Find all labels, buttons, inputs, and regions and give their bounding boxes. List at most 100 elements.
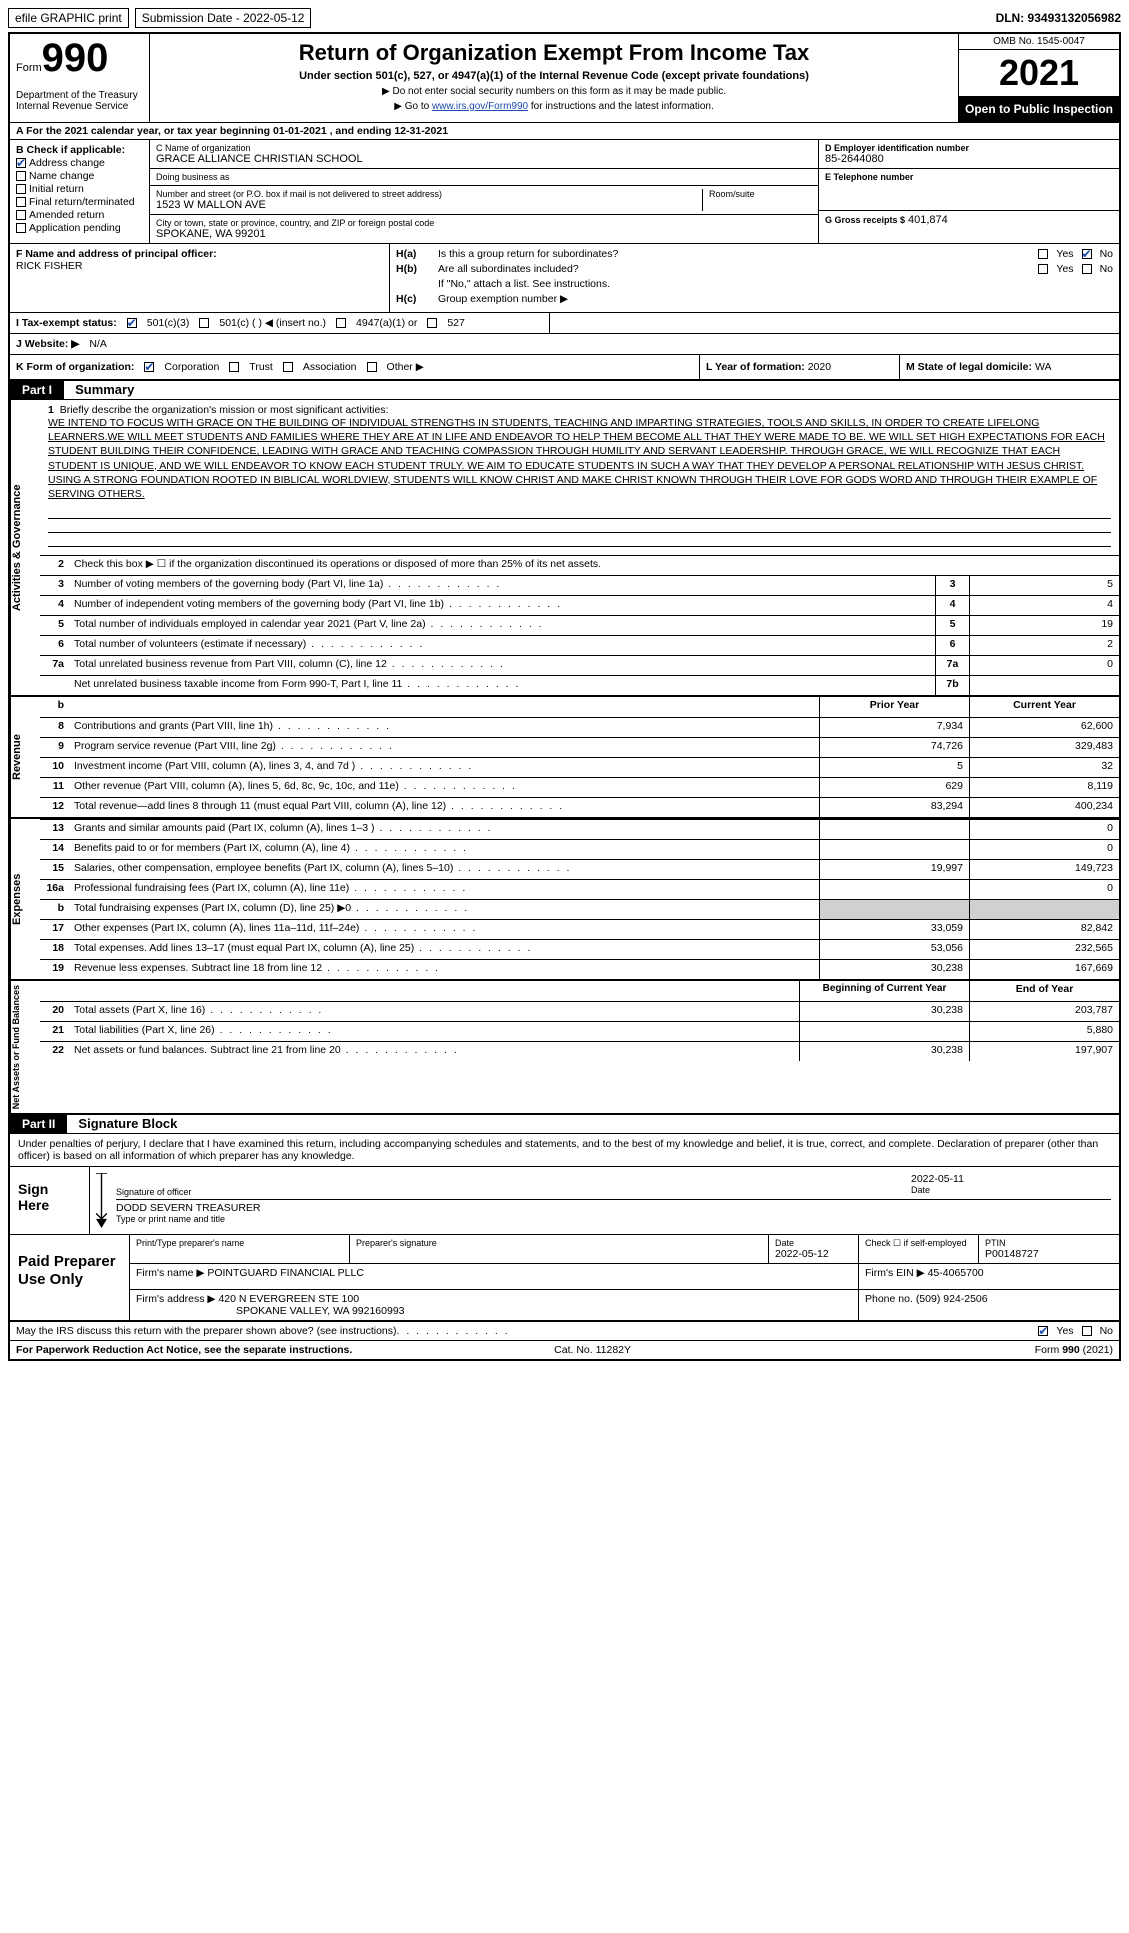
b-checkbox[interactable] (16, 197, 26, 207)
year-cell: OMB No. 1545-0047 2021 Open to Public In… (959, 34, 1119, 122)
line-num: b (40, 900, 70, 919)
k-corp-label: Corporation (164, 361, 219, 373)
city-value: SPOKANE, WA 99201 (156, 228, 812, 240)
h-a-no-checkbox[interactable] (1082, 249, 1092, 259)
form-number-cell: Form990 Department of the Treasury Inter… (10, 34, 150, 122)
part1-header-row: Part I Summary (10, 381, 1119, 400)
l-label: L Year of formation: (706, 361, 805, 373)
line-text: Total number of individuals employed in … (70, 616, 935, 635)
phone-label-e: E Telephone number (825, 172, 1113, 182)
i-501c-checkbox[interactable] (199, 318, 209, 328)
dba-label: Doing business as (156, 172, 812, 182)
h-b-no-checkbox[interactable] (1082, 264, 1092, 274)
sig-intro: Under penalties of perjury, I declare th… (10, 1134, 1119, 1167)
k-other-checkbox[interactable] (367, 362, 377, 372)
h-b-tag: H(b) (396, 263, 432, 275)
i-4947-label: 4947(a)(1) or (356, 317, 417, 329)
section-m: M State of legal domicile: WA (899, 355, 1119, 379)
section-i: I Tax-exempt status: 501(c)(3) 501(c) ( … (10, 313, 550, 333)
current-year-value: 149,723 (969, 860, 1119, 879)
h-c-label: Group exemption number ▶ (438, 293, 568, 305)
current-year-value: 32 (969, 758, 1119, 777)
line-num: 16a (40, 880, 70, 899)
current-year-value: 0 (969, 820, 1119, 839)
i-label: I Tax-exempt status: (16, 317, 117, 329)
part2-badge: Part II (10, 1115, 67, 1133)
m-label: M State of legal domicile: (906, 361, 1032, 373)
line-num: 8 (40, 718, 70, 737)
prior-year-value: 629 (819, 778, 969, 797)
form-container: Form990 Department of the Treasury Inter… (8, 32, 1121, 1361)
firm-addr1: 420 N EVERGREEN STE 100 (218, 1293, 359, 1305)
firm-ein-value: 45-4065700 (928, 1267, 984, 1279)
current-year-value: 329,483 (969, 738, 1119, 757)
pra-notice: For Paperwork Reduction Act Notice, see … (16, 1344, 352, 1356)
current-year-value: 8,119 (969, 778, 1119, 797)
b-checkbox[interactable] (16, 171, 26, 181)
prior-year-value: 74,726 (819, 738, 969, 757)
form-footer: Form 990 (2021) (1035, 1344, 1113, 1356)
h-a-yes-checkbox[interactable] (1038, 249, 1048, 259)
current-year-value (969, 900, 1119, 919)
current-year-value: 82,842 (969, 920, 1119, 939)
section-deg: D Employer identification number 85-2644… (819, 140, 1119, 243)
b-checkbox[interactable] (16, 223, 26, 233)
current-year-value: 167,669 (969, 960, 1119, 979)
prep-date-label: Date (775, 1238, 852, 1248)
line-text: Other revenue (Part VIII, column (A), li… (70, 778, 819, 797)
section-l: L Year of formation: 2020 (699, 355, 899, 379)
line-num: 11 (40, 778, 70, 797)
i-527-checkbox[interactable] (427, 318, 437, 328)
website-value: N/A (89, 338, 107, 350)
k-label: K Form of organization: (16, 361, 134, 373)
line-num: 10 (40, 758, 70, 777)
ein-label: D Employer identification number (825, 143, 1113, 153)
line-num (40, 676, 70, 695)
yes-label-2: Yes (1056, 263, 1073, 275)
net-tab: Net Assets or Fund Balances (10, 981, 40, 1113)
b-checkbox[interactable] (16, 210, 26, 220)
current-year-value: 197,907 (969, 1042, 1119, 1061)
instr2-pre: ▶ Go to (394, 101, 432, 112)
discuss-no-checkbox[interactable] (1082, 1326, 1092, 1336)
prior-year-value: 30,238 (799, 1002, 969, 1021)
gross-receipts-label: G Gross receipts $ (825, 215, 905, 225)
line-num: 7a (40, 656, 70, 675)
officer-name: RICK FISHER (16, 260, 383, 272)
b-checkbox[interactable] (16, 184, 26, 194)
line-text: Other expenses (Part IX, column (A), lin… (70, 920, 819, 939)
discuss-yes-checkbox[interactable] (1038, 1326, 1048, 1336)
firm-phone-label: Phone no. (865, 1293, 913, 1305)
mission-label: Briefly describe the organization's miss… (60, 404, 389, 416)
section-h: H(a) Is this a group return for subordin… (390, 244, 1119, 312)
i-501c-label: 501(c) ( ) ◀ (insert no.) (219, 317, 326, 329)
line-num: 22 (40, 1042, 70, 1061)
line-num: 12 (40, 798, 70, 817)
firm-ein-label: Firm's EIN ▶ (865, 1267, 925, 1279)
instruction-2: ▶ Go to www.irs.gov/Form990 for instruct… (158, 101, 950, 112)
current-year-value: 5,880 (969, 1022, 1119, 1041)
sign-here-label: Sign Here (10, 1167, 90, 1234)
line-num: 14 (40, 840, 70, 859)
b-checkbox[interactable] (16, 158, 26, 168)
k-trust-checkbox[interactable] (229, 362, 239, 372)
line-text: Revenue less expenses. Subtract line 18 … (70, 960, 819, 979)
i-4947-checkbox[interactable] (336, 318, 346, 328)
section-c: C Name of organization GRACE ALLIANCE CH… (150, 140, 819, 243)
h-b-yes-checkbox[interactable] (1038, 264, 1048, 274)
irs-link[interactable]: www.irs.gov/Form990 (432, 101, 528, 112)
line-box: 6 (935, 636, 969, 655)
section-a: A For the 2021 calendar year, or tax yea… (10, 123, 1119, 140)
line-text: Net unrelated business taxable income fr… (70, 676, 935, 695)
k-corp-checkbox[interactable] (144, 362, 154, 372)
section-k: K Form of organization: Corporation Trus… (10, 355, 699, 379)
i-501c3-checkbox[interactable] (127, 318, 137, 328)
dept-label: Department of the Treasury Internal Reve… (16, 90, 143, 112)
line-text: Contributions and grants (Part VIII, lin… (70, 718, 819, 737)
open-to-public: Open to Public Inspection (959, 96, 1119, 122)
ptin-value: P00148727 (985, 1248, 1113, 1260)
instruction-1: ▶ Do not enter social security numbers o… (158, 86, 950, 97)
k-assoc-checkbox[interactable] (283, 362, 293, 372)
part2-header-row: Part II Signature Block (10, 1115, 1119, 1134)
b-item-label: Final return/terminated (29, 196, 135, 208)
